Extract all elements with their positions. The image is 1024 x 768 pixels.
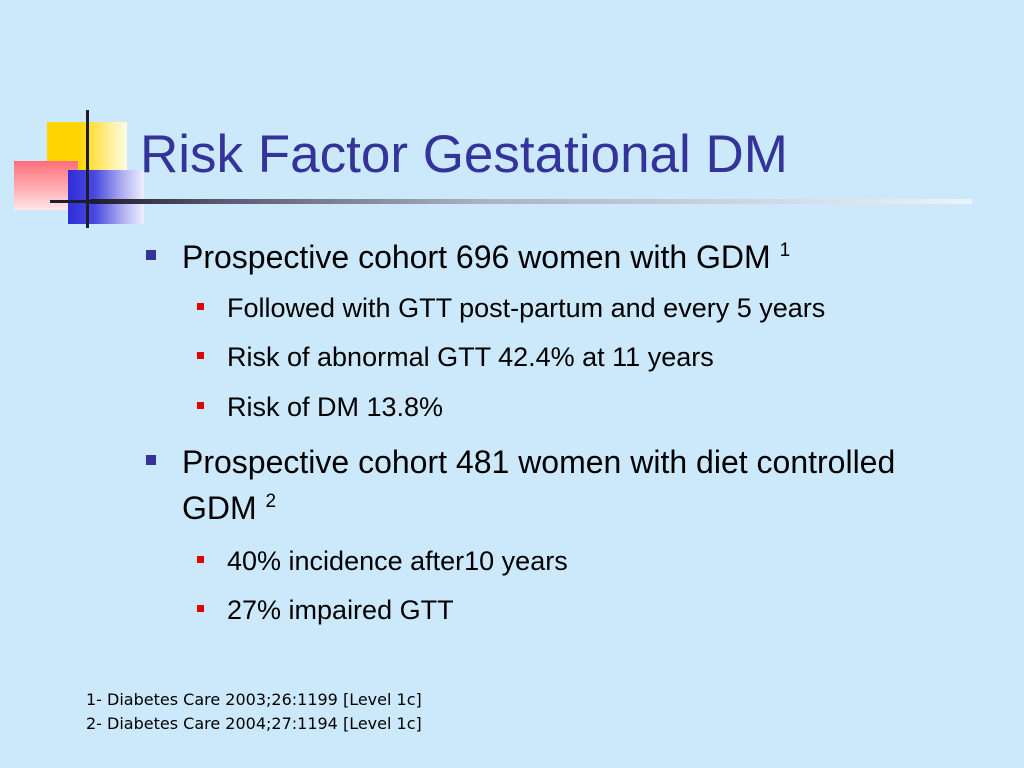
bullet-item: Prospective cohort 696 women with GDM 1 — [146, 234, 962, 280]
reference-item: 2- Diabetes Care 2004;27:1194 [Level 1c] — [86, 714, 422, 733]
vertical-line — [86, 110, 89, 228]
references: 1- Diabetes Care 2003;26:1199 [Level 1c]… — [86, 688, 422, 736]
blue-square — [68, 170, 144, 224]
sub-bullet-item: Risk of abnormal GTT 42.4% at 11 years — [197, 337, 1007, 377]
title-underline — [90, 199, 972, 204]
sub-bullet-item: Followed with GTT post-partum and every … — [197, 288, 1007, 328]
slide-title: Risk Factor Gestational DM — [140, 125, 788, 184]
bullet-text: Prospective cohort 481 women with diet c… — [182, 444, 896, 526]
sub-bullet-item: 27% impaired GTT — [197, 590, 1007, 630]
reference-item: 1- Diabetes Care 2003;26:1199 [Level 1c] — [86, 690, 422, 709]
bullet-text: Prospective cohort 696 women with GDM — [182, 239, 771, 275]
sub-bullet-item: Risk of DM 13.8% — [197, 387, 1007, 427]
footnote-marker: 2 — [265, 491, 277, 512]
bullet-item: Prospective cohort 481 women with diet c… — [146, 439, 902, 531]
sub-bullet-item: 40% incidence after10 years — [197, 541, 1007, 581]
decorative-squares-logo — [0, 0, 160, 240]
footnote-marker: 1 — [779, 240, 791, 261]
